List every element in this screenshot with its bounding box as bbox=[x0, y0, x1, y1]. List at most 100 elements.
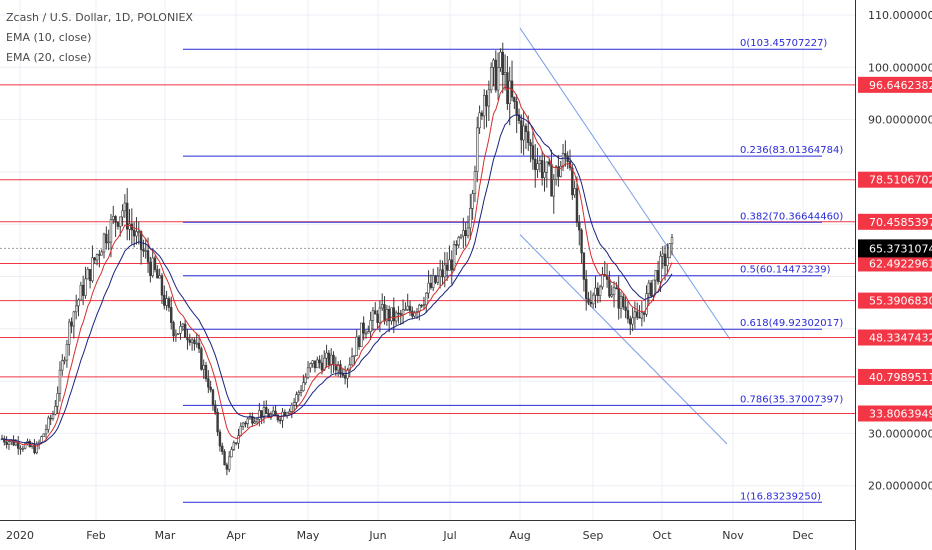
candle-body bbox=[132, 229, 136, 237]
candle-body bbox=[478, 112, 481, 129]
candle-body bbox=[246, 418, 249, 424]
candle-body bbox=[381, 304, 384, 309]
candle-body bbox=[137, 231, 140, 233]
candle-body bbox=[559, 166, 562, 177]
candle-body bbox=[589, 301, 593, 305]
candle-body bbox=[91, 257, 94, 282]
candle-body bbox=[334, 364, 338, 371]
candle-body bbox=[84, 278, 87, 296]
candle-body bbox=[645, 293, 648, 315]
candle-body bbox=[186, 337, 189, 341]
candle-body bbox=[656, 270, 660, 282]
candle-body bbox=[241, 422, 245, 427]
candle-body bbox=[355, 336, 358, 356]
price-tick-label: 30.00000000 bbox=[868, 427, 932, 440]
candle-body bbox=[459, 235, 463, 238]
candle-body bbox=[262, 407, 266, 418]
candle-body bbox=[522, 125, 525, 141]
candle-body bbox=[408, 305, 412, 312]
chart-grid bbox=[0, 0, 855, 520]
candle-body bbox=[448, 259, 451, 271]
candle-body bbox=[170, 307, 173, 323]
candle-body bbox=[670, 237, 674, 244]
candle-body bbox=[183, 323, 187, 338]
candle-body bbox=[121, 210, 124, 218]
candle-body bbox=[42, 433, 45, 437]
candle-body bbox=[244, 422, 247, 425]
candle-body bbox=[357, 336, 361, 347]
candle-body bbox=[441, 269, 444, 278]
time-tick-label: Nov bbox=[722, 529, 744, 542]
candle-body bbox=[429, 282, 433, 288]
candle-body bbox=[513, 96, 516, 102]
candle-body bbox=[65, 344, 69, 361]
candle-body bbox=[557, 166, 560, 177]
candle-body bbox=[214, 404, 217, 413]
candle-body bbox=[666, 257, 669, 266]
candle-body bbox=[218, 431, 222, 447]
candle-body bbox=[332, 354, 335, 365]
last-price-label: 65.37310747 bbox=[869, 242, 932, 255]
candle-body bbox=[367, 331, 370, 334]
candle-body bbox=[167, 298, 171, 308]
candle-body bbox=[149, 261, 152, 276]
candle-body bbox=[483, 95, 486, 117]
candle-body bbox=[362, 322, 365, 334]
candle-body bbox=[165, 298, 168, 306]
candle-body bbox=[397, 312, 400, 315]
candle-body bbox=[237, 435, 240, 444]
candle-body bbox=[661, 253, 664, 257]
candle-body bbox=[107, 241, 110, 244]
candle-body bbox=[77, 299, 80, 307]
candle-body bbox=[195, 342, 198, 345]
candle-body bbox=[564, 153, 567, 157]
candle-body bbox=[455, 244, 458, 246]
candle-body bbox=[230, 449, 233, 458]
candle-body bbox=[193, 339, 196, 344]
ema10-legend: EMA (10, close) bbox=[6, 31, 92, 44]
candle-body bbox=[47, 417, 50, 430]
candle-body bbox=[640, 312, 644, 319]
candle-body bbox=[200, 348, 203, 370]
candle-body bbox=[128, 223, 131, 230]
candle-body bbox=[54, 405, 57, 415]
candle-body bbox=[123, 202, 127, 212]
candle-body bbox=[225, 464, 229, 470]
candle-body bbox=[181, 323, 185, 327]
candle-body bbox=[299, 390, 303, 393]
candle-body bbox=[276, 414, 280, 421]
candle-body bbox=[552, 179, 555, 197]
candle-body bbox=[485, 95, 488, 107]
candle-body bbox=[139, 231, 143, 250]
candlesticks bbox=[0, 42, 674, 476]
candle-body bbox=[360, 322, 363, 347]
candle-body bbox=[100, 251, 103, 256]
time-tick-label: Dec bbox=[792, 529, 813, 542]
candle-body bbox=[652, 279, 655, 297]
candle-body bbox=[258, 410, 261, 420]
price-level-tag bbox=[858, 368, 932, 385]
candle-body bbox=[638, 316, 641, 319]
candle-body bbox=[265, 407, 268, 414]
candle-body bbox=[582, 252, 586, 280]
candle-body bbox=[40, 436, 43, 443]
candle-body bbox=[336, 364, 340, 371]
ema-lines bbox=[1, 85, 673, 447]
candle-body bbox=[116, 222, 120, 227]
candle-body bbox=[295, 394, 298, 403]
candle-body bbox=[378, 307, 382, 323]
candle-body bbox=[68, 321, 71, 345]
candle-body bbox=[438, 269, 442, 277]
candle-body bbox=[615, 287, 618, 290]
candle-body bbox=[330, 354, 333, 366]
candle-body bbox=[464, 230, 467, 237]
candle-body bbox=[610, 294, 613, 297]
candle-body bbox=[598, 286, 602, 296]
candle-body bbox=[545, 161, 549, 173]
time-tick-label: Jun bbox=[368, 529, 386, 542]
candle-body bbox=[251, 416, 254, 424]
candle-body bbox=[292, 402, 296, 406]
candle-body bbox=[573, 188, 576, 196]
fibonacci-level-label: 0.786(35.37007397) bbox=[740, 394, 843, 405]
